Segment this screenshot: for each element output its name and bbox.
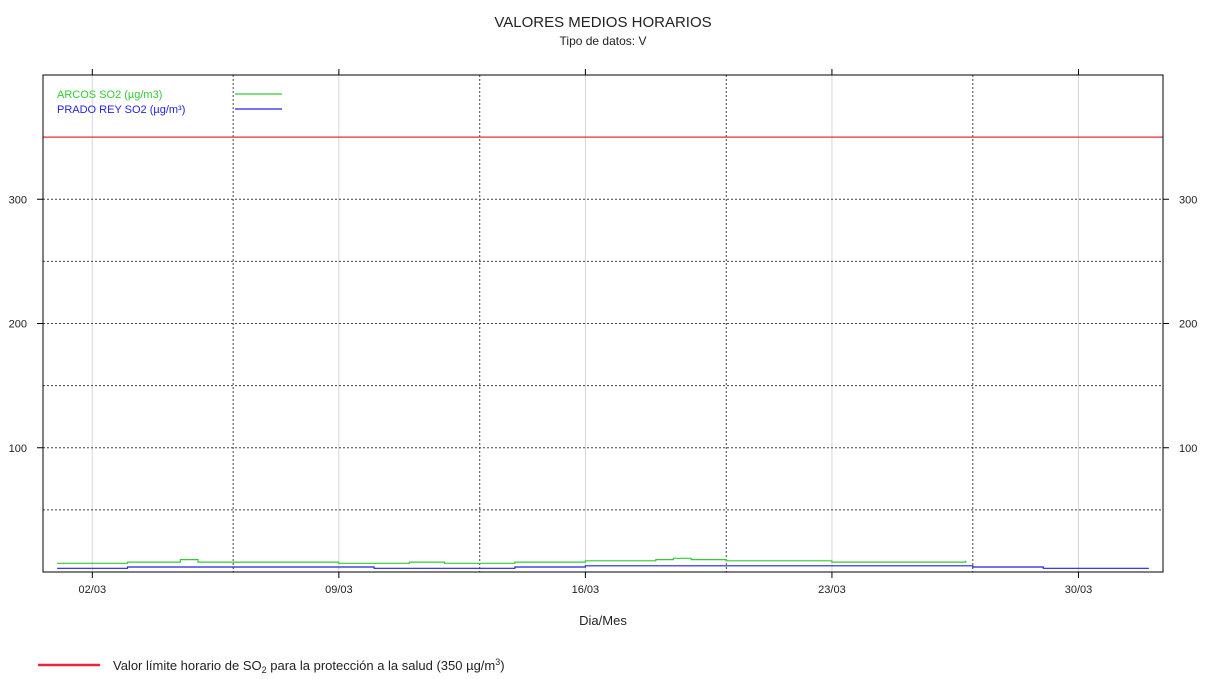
- x-tick-label: 30/03: [1065, 584, 1093, 596]
- chart-subtitle: Tipo de datos: V: [560, 34, 647, 48]
- x-axis-title: Dia/Mes: [579, 613, 627, 628]
- grid-lines: [43, 75, 1163, 572]
- x-tick-label: 02/03: [79, 584, 107, 596]
- reference-legend-label-post: ): [500, 658, 504, 673]
- y-tick-label-right: 100: [1179, 443, 1197, 455]
- legend-label-1: PRADO REY SO2 (µg/m³): [57, 104, 185, 116]
- axis-ticks: 02/03 09/03 16/03 23/03 30/03 100 100 200 200 300…: [9, 69, 1197, 596]
- series-line-0: [57, 557, 967, 564]
- reference-legend-label-pre: Valor límite horario de SO: [113, 658, 262, 673]
- series-line-1: [57, 565, 1149, 569]
- series-group: [57, 557, 1149, 569]
- y-tick-label-left: 200: [9, 319, 27, 331]
- chart-title: VALORES MEDIOS HORARIOS: [494, 14, 711, 31]
- reference-legend-label-sub: 2: [262, 665, 267, 675]
- x-tick-label: 09/03: [325, 584, 353, 596]
- y-tick-label-right: 200: [1179, 319, 1197, 331]
- y-tick-label-left: 300: [9, 194, 27, 206]
- legend-label-0: ARCOS SO2 (µg/m3): [57, 89, 162, 101]
- reference-legend-label-mid: para la protección a la salud (350 µg/m: [267, 658, 496, 673]
- legend: ARCOS SO2 (µg/m3) PRADO REY SO2 (µg/m³): [57, 89, 282, 116]
- y-tick-label-left: 100: [9, 443, 27, 455]
- x-tick-label: 23/03: [818, 584, 846, 596]
- reference-legend: Valor límite horario de SO2 para la prot…: [38, 657, 505, 675]
- reference-legend-label-sup: 3: [495, 657, 500, 667]
- x-tick-label: 16/03: [572, 584, 600, 596]
- reference-legend-label: Valor límite horario de SO2 para la prot…: [113, 657, 505, 675]
- y-tick-label-right: 300: [1179, 194, 1197, 206]
